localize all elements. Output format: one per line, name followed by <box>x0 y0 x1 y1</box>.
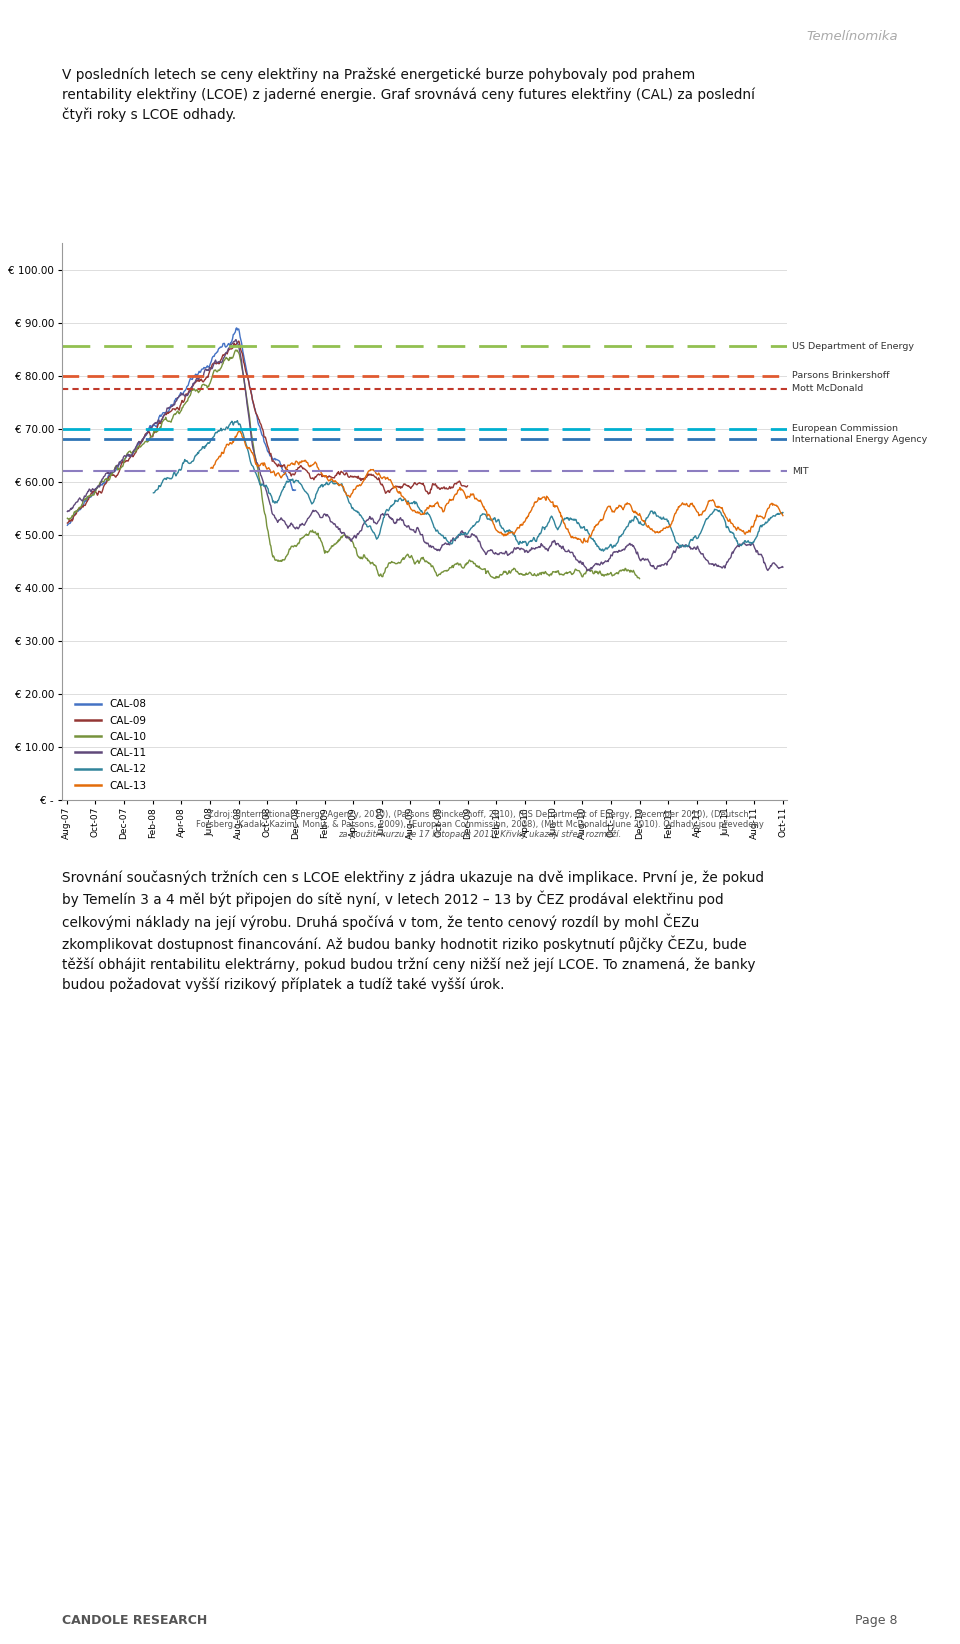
Text: za použití kurzu ze 17 listopadu 2011. Křivky ukazují střed rozmeží.: za použití kurzu ze 17 listopadu 2011. K… <box>338 830 622 838</box>
Legend: CAL-08, CAL-09, CAL-10, CAL-11, CAL-12, CAL-13: CAL-08, CAL-09, CAL-10, CAL-11, CAL-12, … <box>71 695 151 794</box>
Text: International Energy Agency: International Energy Agency <box>792 434 927 444</box>
Text: Srovnání současných tržních cen s LCOE elektřiny z jádra ukazuje na dvě implikac: Srovnání současných tržních cen s LCOE e… <box>62 870 764 991</box>
Text: MIT: MIT <box>792 467 808 475</box>
Text: Temelínomika: Temelínomika <box>806 30 898 43</box>
Text: Zdroj: (International Energy Agency, 2010), (Parsons Brinckerhoff, 2010), (US De: Zdroj: (International Energy Agency, 201… <box>196 810 764 830</box>
Text: Page 8: Page 8 <box>855 1613 898 1626</box>
Text: Mott McDonald: Mott McDonald <box>792 385 863 393</box>
Text: European Commission: European Commission <box>792 424 898 432</box>
Text: Parsons Brinkershoff: Parsons Brinkershoff <box>792 372 890 380</box>
Text: CANDOLE RESEARCH: CANDOLE RESEARCH <box>62 1613 207 1626</box>
Text: V posledních letech se ceny elektřiny na Pražské energetické burze pohybovaly po: V posledních letech se ceny elektřiny na… <box>62 67 756 122</box>
Text: Základní ceny futures ve srovnání s LCOE odhady: Základní ceny futures ve srovnání s LCOE… <box>71 220 436 237</box>
Text: US Department of Energy: US Department of Energy <box>792 342 914 350</box>
